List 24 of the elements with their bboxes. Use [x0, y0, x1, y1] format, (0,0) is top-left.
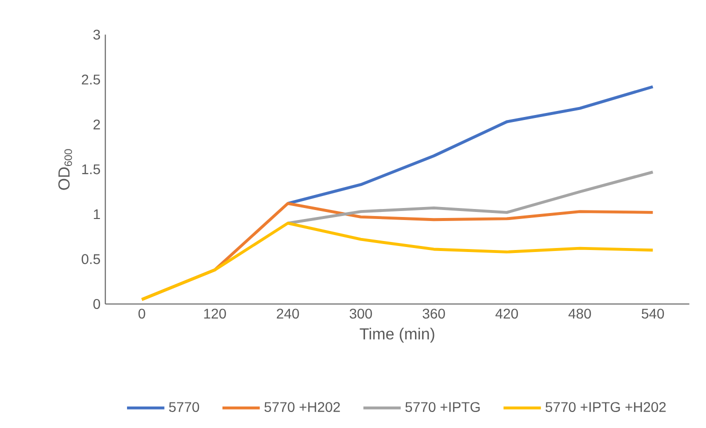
x-tick-label: 120: [204, 308, 226, 319]
x-tick-label: 420: [495, 308, 518, 319]
legend-label: 5770 +IPTG +H202: [546, 402, 666, 412]
legend-label: 5770: [169, 402, 200, 412]
y-tick-label: 1: [94, 209, 100, 220]
line-series: [140, 222, 654, 301]
line-series: [286, 170, 654, 225]
y-tick-label: 2: [94, 120, 100, 130]
y-tick-label: 0: [93, 299, 100, 309]
x-tick-label: 540: [642, 308, 664, 319]
x-axis-title: Time (min): [360, 328, 434, 343]
x-tick-label: 300: [350, 308, 372, 319]
y-tick-label: 1.5: [82, 164, 100, 174]
legend-label: 5770 +IPTG: [405, 402, 480, 412]
x-tick-label: 0: [138, 308, 146, 319]
x-tick-label: 480: [568, 308, 591, 319]
x-tick-label: 360: [422, 308, 445, 319]
line-series: [286, 85, 654, 205]
y-axis-title: OD$_{600}$: [58, 149, 72, 190]
legend-label: 5770 +H202: [264, 402, 340, 412]
y-tick-label: 0.5: [82, 254, 100, 264]
x-tick-label: 240: [276, 308, 299, 319]
y-tick-label: 3: [93, 30, 100, 40]
y-tick-label: 2.5: [82, 74, 100, 85]
